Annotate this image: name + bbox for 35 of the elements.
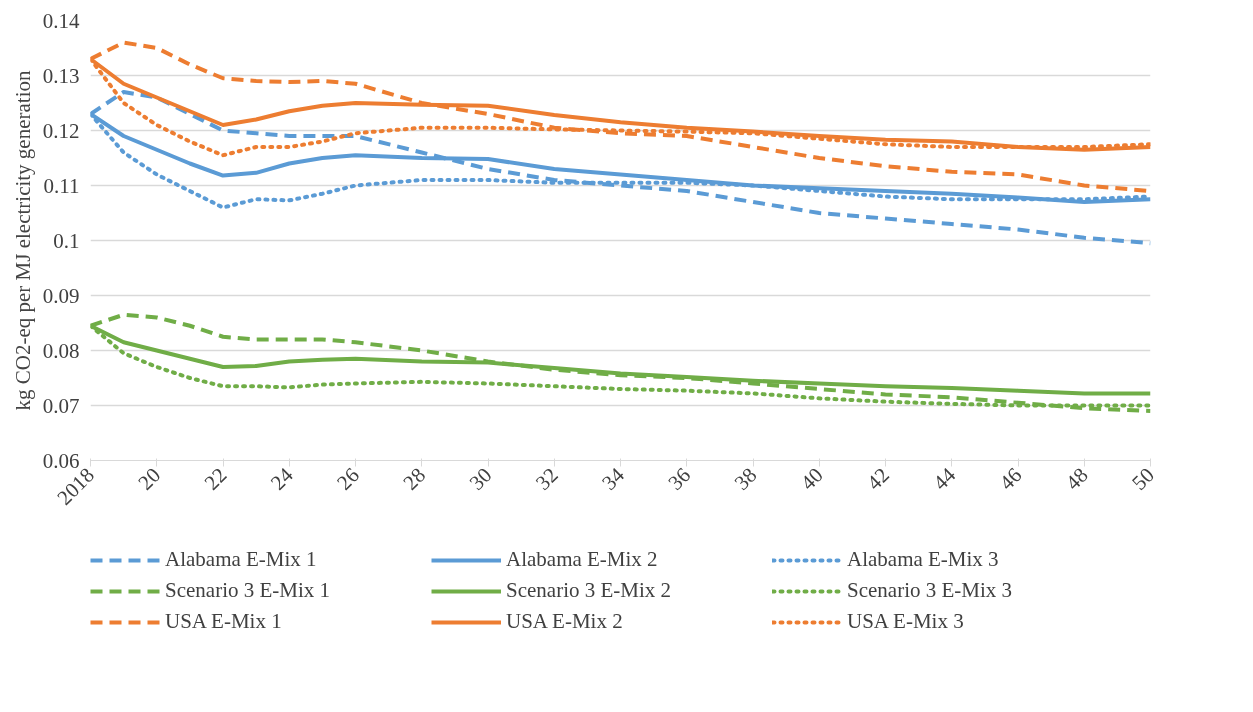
y-tick-label: 0.08: [42, 338, 80, 363]
legend-label: Scenario 3 E-Mix 3: [847, 578, 1014, 603]
legend-label: Scenario 3 E-Mix 1: [165, 578, 332, 603]
legend-label: Alabama E-Mix 1: [165, 547, 318, 572]
legend-label: USA E-Mix 2: [506, 609, 624, 634]
legend-label: USA E-Mix 1: [165, 609, 283, 634]
y-tick-label: 0.1: [53, 228, 80, 253]
y-tick-label: 0.06: [42, 448, 80, 473]
x-tick-label: 42: [862, 463, 894, 495]
y-tick-label: 0.14: [42, 8, 80, 33]
x-tick-label: 22: [199, 463, 232, 495]
y-tick-label: 0.07: [42, 393, 80, 418]
y-axis-title: kg CO2-eq per MJ electricity generation: [10, 70, 35, 411]
legend-label: Alabama E-Mix 2: [506, 547, 659, 572]
y-tick-label: 0.13: [42, 63, 80, 88]
legend-label: Scenario 3 E-Mix 2: [506, 578, 673, 603]
legend-label: USA E-Mix 3: [847, 609, 965, 634]
x-tick-label: 40: [795, 463, 828, 495]
x-tick-label: 38: [729, 463, 762, 495]
x-tick-label: 26: [332, 463, 364, 495]
x-tick-label: 48: [1060, 463, 1093, 495]
y-tick-label: 0.09: [42, 283, 80, 308]
x-tick-label: 30: [464, 463, 497, 495]
y-tick-label: 0.11: [43, 173, 80, 198]
x-tick-label: 44: [928, 462, 961, 495]
x-tick-label: 20: [133, 463, 166, 495]
y-tick-label: 0.12: [42, 118, 80, 143]
x-tick-label: 34: [597, 462, 630, 495]
x-tick-label: 24: [265, 462, 299, 495]
x-tick-label: 46: [994, 463, 1027, 495]
x-tick-label: 32: [530, 463, 563, 495]
x-tick-label: 50: [1127, 463, 1159, 495]
legend-label: Alabama E-Mix 3: [847, 547, 1000, 572]
x-tick-label: 36: [663, 463, 696, 495]
x-tick-label: 28: [398, 463, 431, 495]
